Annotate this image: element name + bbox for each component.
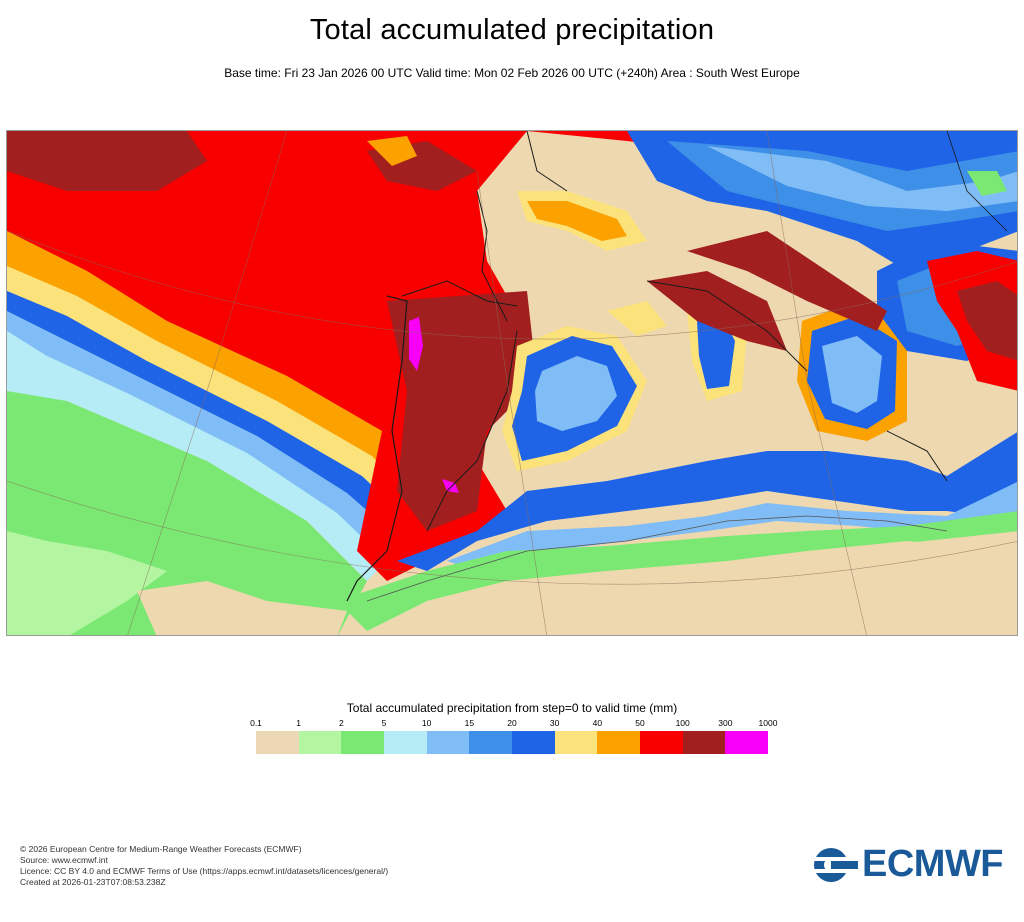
legend-tick-label: 100: [675, 718, 690, 728]
legend-swatch: [640, 731, 683, 754]
footer-credits: © 2026 European Centre for Medium-Range …: [20, 844, 388, 888]
legend-swatch: [682, 731, 726, 754]
footer-source: Source: www.ecmwf.int: [20, 855, 108, 865]
legend-tick-label: 15: [464, 718, 475, 728]
legend-swatch: [341, 731, 385, 754]
legend-swatch: [298, 731, 342, 754]
legend-colorbar: [256, 731, 769, 754]
precipitation-map: [6, 130, 1018, 636]
legend-tick-label: 10: [421, 718, 432, 728]
legend-tick-label: 30: [549, 718, 560, 728]
chart-title: Total accumulated precipitation: [309, 14, 715, 46]
legend-tick-label: 1000: [758, 718, 778, 728]
footer-copyright: © 2026 European Centre for Medium-Range …: [20, 844, 302, 854]
legend-tick-label: 0.1: [250, 718, 262, 728]
chart-subtitle: Base time: Fri 23 Jan 2026 00 UTC Valid …: [224, 66, 800, 80]
map-canvas: [7, 131, 1017, 635]
legend-swatch: [384, 731, 427, 754]
ecmwf-logo: ECMWF: [812, 843, 1008, 885]
legend-tick-label: 1: [296, 718, 302, 728]
ecmwf-logo-icon: [814, 848, 861, 882]
ecmwf-logo-text: ECMWF: [862, 843, 1004, 885]
legend-swatch: [597, 731, 641, 754]
legend-tick-label: 50: [635, 718, 645, 728]
legend-swatch: [512, 731, 555, 754]
legend-tick-label: 5: [381, 718, 387, 728]
footer-created: Created at 2026-01-23T07:08:53.238Z: [20, 877, 166, 887]
legend-swatch: [725, 731, 769, 754]
legend-title: Total accumulated precipitation from ste…: [346, 701, 678, 715]
legend-ticks: 0.1 1 2 5 10 15 20 30 40 50 100 300 1000: [250, 718, 777, 730]
footer-licence: Licence: CC BY 4.0 and ECMWF Terms of Us…: [20, 866, 389, 876]
legend-tick-label: 20: [507, 718, 517, 728]
legend-swatch: [469, 731, 513, 754]
legend-swatch: [426, 731, 470, 754]
legend-tick-label: 40: [592, 718, 603, 728]
legend-swatch: [256, 731, 299, 754]
legend-tick-label: 300: [718, 718, 733, 728]
legend-tick-label: 2: [338, 718, 344, 728]
legend-swatch: [554, 731, 598, 754]
